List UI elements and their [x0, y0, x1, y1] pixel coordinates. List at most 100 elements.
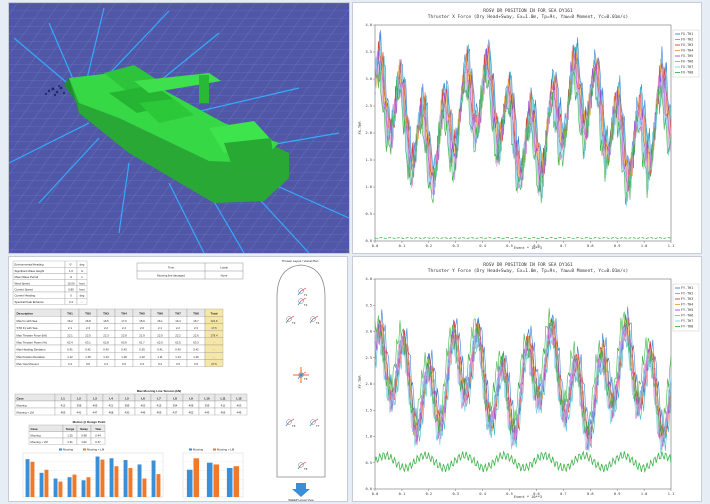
table-cell: Max Position Deviation	[17, 355, 46, 359]
x-axis-label: Event * 10**3	[514, 495, 542, 499]
bar-mooring-lm	[44, 469, 49, 497]
legend-label: FY-TH8	[681, 325, 693, 329]
bar-mooring	[151, 460, 156, 497]
chart-subtitle: Thruster Y Force (Dry Head+Sway, Ex=1.0m…	[428, 268, 628, 274]
table-cell: 449	[237, 411, 242, 415]
table-cell: 0°	[70, 263, 73, 267]
bar-mooring-lm	[86, 477, 91, 497]
table-cell: Mooring	[17, 404, 28, 408]
table-cell: s	[81, 275, 83, 279]
legend-label: FX-TH2	[681, 38, 693, 42]
table-cell: Significant Wave Height	[15, 269, 45, 273]
table-cell: L10	[204, 397, 210, 401]
table-cell: 3.6	[122, 362, 126, 366]
legend-label: Mooring	[63, 447, 74, 451]
y-tick-label: 1.5	[366, 158, 373, 162]
bar-mooring	[123, 460, 128, 497]
table-cell: Yaw	[95, 427, 102, 431]
table-cell: 1.12	[67, 355, 73, 359]
y-tick-label: 1.0	[366, 435, 373, 439]
table-cell: 16.1	[157, 319, 163, 323]
table-cell: 415	[157, 404, 162, 408]
thruster-x-force-chart: ROSV DR POSITION IN FOR SEA DY161 Thrust…	[352, 2, 702, 254]
table-cell: 455	[61, 411, 66, 415]
table-cell: -	[214, 341, 215, 345]
table-cell: 22.6	[193, 333, 199, 337]
y-tick-label: 1.0	[366, 185, 373, 189]
y-tick-label: 2.5	[366, 356, 373, 360]
legend-label: FY-TH1	[681, 286, 693, 290]
x-tick-label: 0.6	[533, 244, 540, 248]
vessel-3d-view[interactable]	[8, 2, 350, 254]
table-cell: L12	[236, 397, 242, 401]
bar-mooring	[226, 467, 233, 497]
table-cell: Current Heading	[15, 294, 36, 298]
table-cell: 3.4	[68, 362, 72, 366]
chart-legend: FX-TH1FX-TH2FX-TH3FX-TH4FX-TH5FX-TH6FX-T…	[672, 29, 700, 78]
table-cell: Mean Wave Period	[15, 275, 39, 279]
table-cell: 2.2	[104, 326, 108, 330]
table-cell: L5	[125, 397, 129, 401]
table-cell: Mooring + LM	[31, 440, 49, 444]
table-cell: 9	[70, 275, 72, 279]
table-cell: 412	[61, 404, 66, 408]
x-tick-label: 0.7	[560, 244, 567, 248]
y-tick-label: 3.0	[366, 77, 373, 81]
table-cell: 0.80	[68, 288, 74, 292]
table-cell: 16.4	[175, 319, 181, 323]
table-cell: L7	[157, 397, 161, 401]
table-cell: 1.16	[193, 355, 199, 359]
table-cell: 0.47	[95, 440, 101, 444]
x-tick-label: 1.1	[668, 492, 675, 496]
plot-area	[374, 24, 672, 242]
table-cell: Case	[17, 397, 25, 401]
series-line-4	[374, 44, 672, 188]
table-cell: 437	[173, 411, 178, 415]
bar-mooring-lm	[114, 466, 119, 497]
table-cell: 446	[141, 411, 146, 415]
table-cell: 16.8	[85, 319, 91, 323]
chart-title: ROSV DR POSITION IN FOR SEA DY161	[483, 8, 573, 14]
table-cell: 0.40	[103, 348, 109, 352]
table-cell: L1	[61, 397, 65, 401]
table-cell: 3.4	[104, 362, 108, 366]
table-cell: Max Thruster Power (%)	[17, 341, 47, 345]
table-cell: 17.6	[211, 326, 217, 330]
table-cell: 2.3	[86, 326, 90, 330]
table-cell: 402	[141, 404, 146, 408]
table-cell: 27.6	[211, 362, 217, 366]
table-cell: 0.41	[157, 348, 163, 352]
bar-mooring-lm	[128, 467, 133, 497]
table-cell: 15.9	[139, 319, 145, 323]
table-cell: 408	[189, 404, 194, 408]
legend-label: Mooring	[193, 447, 204, 451]
table-cell: TH6	[157, 312, 163, 316]
table-cell: 3.3	[140, 362, 144, 366]
bar-mooring	[206, 462, 213, 497]
legend-label: FY-TH2	[681, 292, 693, 296]
series-low-line	[374, 450, 672, 474]
table-cell: 22.8	[121, 333, 127, 337]
table-cell: 2.0	[140, 326, 144, 330]
table-cell: 1.13	[103, 355, 109, 359]
legend-label: FX-TH7	[681, 65, 693, 69]
layout-title: Thruster Layout / Vessel Plan	[282, 259, 319, 263]
x-tick-label: 0.0	[372, 492, 379, 496]
table-cell: 0.42	[193, 348, 199, 352]
legend-label: FY-TH4	[681, 303, 693, 307]
thruster-y-force-chart: ROSV DR POSITION IN FOR SEA DY161 Thrust…	[352, 256, 702, 502]
table-cell: m	[81, 269, 84, 273]
table-cell: 2.2	[176, 326, 180, 330]
table-cell: 62.4	[67, 341, 73, 345]
x-tick-label: 0.9	[614, 492, 621, 496]
motion-stats-table: Motion @ Design Point Case Surge Sway Yaw Moo…	[28, 420, 105, 445]
bar-mooring	[109, 458, 114, 497]
x-tick-label: 0.3	[452, 492, 459, 496]
legend-label: FY-TH7	[681, 319, 693, 323]
chart-legend: FY-TH1FY-TH2FY-TH3FY-TH4FY-TH5FY-TH6FY-T…	[672, 283, 700, 332]
table-cell: TH3	[103, 312, 109, 316]
legend-label: FX-TH5	[681, 54, 693, 58]
chart-title: ROSV DR POSITION IN FOR SEA DY161	[483, 262, 573, 268]
vessel-3d-canvas[interactable]	[9, 3, 350, 254]
bar-mooring-lm	[58, 481, 63, 497]
